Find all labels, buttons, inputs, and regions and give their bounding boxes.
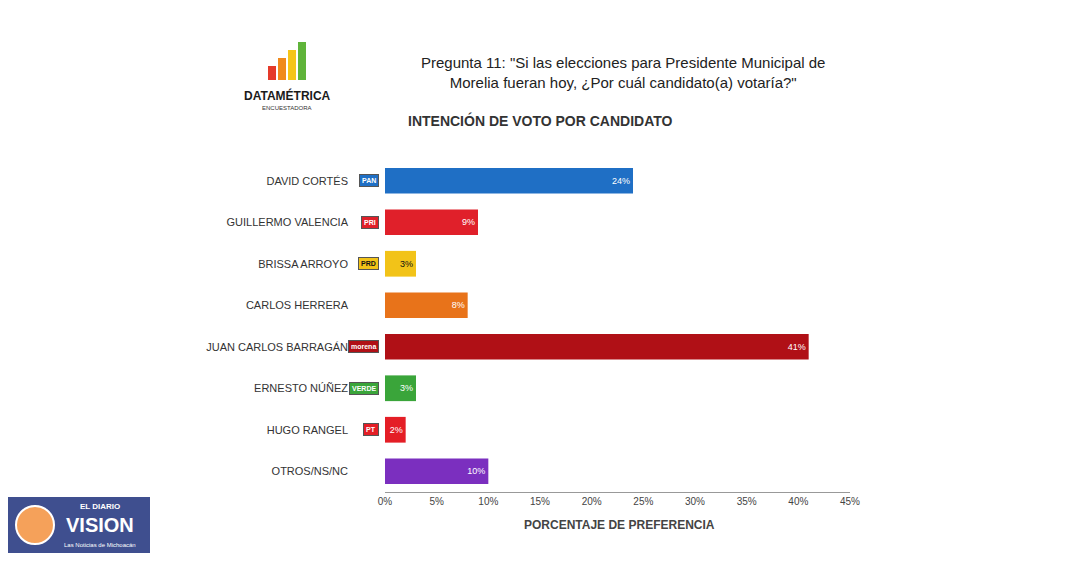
svg-text:DAVID CORTÉS: DAVID CORTÉS	[267, 175, 349, 187]
svg-text:GUILLERMO VALENCIA: GUILLERMO VALENCIA	[227, 216, 349, 228]
svg-text:PRD: PRD	[361, 260, 376, 267]
svg-text:2%: 2%	[390, 425, 403, 435]
svg-text:PRI: PRI	[364, 219, 376, 226]
svg-text:45%: 45%	[840, 496, 860, 507]
svg-text:5%: 5%	[429, 496, 444, 507]
svg-text:PT: PT	[366, 426, 376, 433]
svg-text:HUGO RANGEL: HUGO RANGEL	[267, 424, 348, 436]
svg-text:ENCUESTADORA: ENCUESTADORA	[262, 105, 312, 111]
svg-text:15%: 15%	[530, 496, 550, 507]
svg-text:10%: 10%	[478, 496, 498, 507]
svg-text:PORCENTAJE DE PREFERENCIA: PORCENTAJE DE PREFERENCIA	[524, 518, 715, 532]
svg-text:0%: 0%	[378, 496, 393, 507]
svg-text:morena: morena	[351, 343, 376, 350]
svg-text:20%: 20%	[582, 496, 602, 507]
svg-text:PAN: PAN	[362, 177, 376, 184]
svg-text:EL DIARIO: EL DIARIO	[80, 502, 120, 511]
svg-text:8%: 8%	[452, 300, 465, 310]
svg-text:INTENCIÓN DE VOTO POR CANDIDAT: INTENCIÓN DE VOTO POR CANDIDATO	[408, 112, 673, 129]
svg-text:10%: 10%	[467, 466, 485, 476]
svg-text:JUAN CARLOS BARRAGÁN: JUAN CARLOS BARRAGÁN	[206, 341, 348, 353]
svg-text:ERNESTO NÚÑEZ: ERNESTO NÚÑEZ	[254, 382, 348, 394]
svg-text:BRISSA ARROYO: BRISSA ARROYO	[258, 258, 348, 270]
svg-text:Pregunta 11: "Si las eleccione: Pregunta 11: "Si las elecciones para Pre…	[421, 54, 825, 91]
svg-text:OTROS/NS/NC: OTROS/NS/NC	[272, 465, 348, 477]
svg-text:30%: 30%	[685, 496, 705, 507]
svg-text:40%: 40%	[788, 496, 808, 507]
svg-text:41%: 41%	[788, 342, 806, 352]
svg-text:3%: 3%	[400, 383, 413, 393]
svg-text:VERDE: VERDE	[352, 385, 376, 392]
svg-text:35%: 35%	[737, 496, 757, 507]
svg-text:VISION: VISION	[66, 514, 134, 536]
svg-text:DATAMÉTRICA: DATAMÉTRICA	[244, 88, 331, 103]
svg-text:3%: 3%	[400, 259, 413, 269]
svg-text:CARLOS HERRERA: CARLOS HERRERA	[246, 299, 349, 311]
svg-text:25%: 25%	[633, 496, 653, 507]
svg-text:24%: 24%	[612, 176, 630, 186]
svg-text:9%: 9%	[462, 217, 475, 227]
svg-text:Las Noticias de Michoacán: Las Noticias de Michoacán	[64, 542, 136, 548]
